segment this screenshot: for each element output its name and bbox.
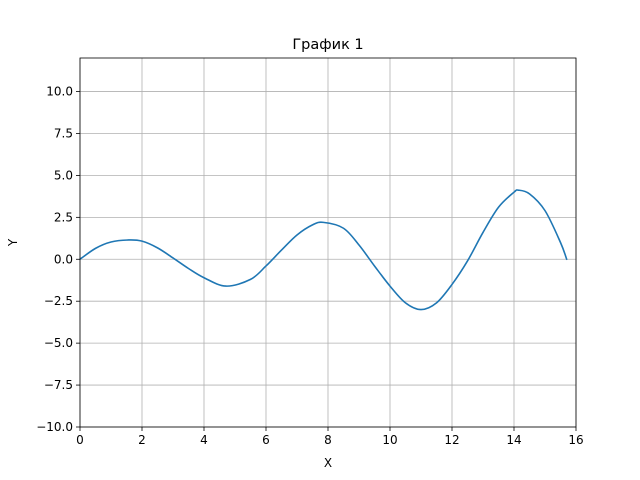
series-layer bbox=[79, 189, 568, 311]
x-axis-label: X bbox=[324, 456, 332, 470]
y-tick-label: 0.0 bbox=[54, 252, 73, 266]
ticks: 0 2 4 6 8 10 12 14 16 −10.0 −7.5 −5.0 −2.5 0.0 2.5 5.0 7… bbox=[36, 85, 583, 447]
x-tick-label: 2 bbox=[138, 433, 146, 447]
y-tick-label: 7.5 bbox=[54, 126, 73, 140]
x-tick-label: 14 bbox=[506, 433, 521, 447]
y-axis-label: Y bbox=[6, 238, 20, 247]
x-tick-label: 8 bbox=[324, 433, 332, 447]
y-tick-label: 2.5 bbox=[54, 210, 73, 224]
y-tick-label: 10.0 bbox=[46, 85, 73, 99]
x-tick-label: 10 bbox=[382, 433, 397, 447]
grid bbox=[79, 58, 577, 428]
y-tick-label: 5.0 bbox=[54, 168, 73, 182]
x-tick-label: 4 bbox=[200, 433, 208, 447]
x-tick-label: 12 bbox=[444, 433, 459, 447]
y-tick-label: −10.0 bbox=[36, 420, 73, 434]
x-tick-label: 0 bbox=[76, 433, 84, 447]
x-tick-label: 6 bbox=[262, 433, 270, 447]
x-tick-label: 16 bbox=[568, 433, 583, 447]
chart-title: График 1 bbox=[292, 37, 363, 53]
series-line bbox=[79, 189, 568, 311]
y-tick-label: −2.5 bbox=[44, 294, 73, 308]
y-tick-label: −5.0 bbox=[44, 336, 73, 350]
y-tick-label: −7.5 bbox=[44, 378, 73, 392]
